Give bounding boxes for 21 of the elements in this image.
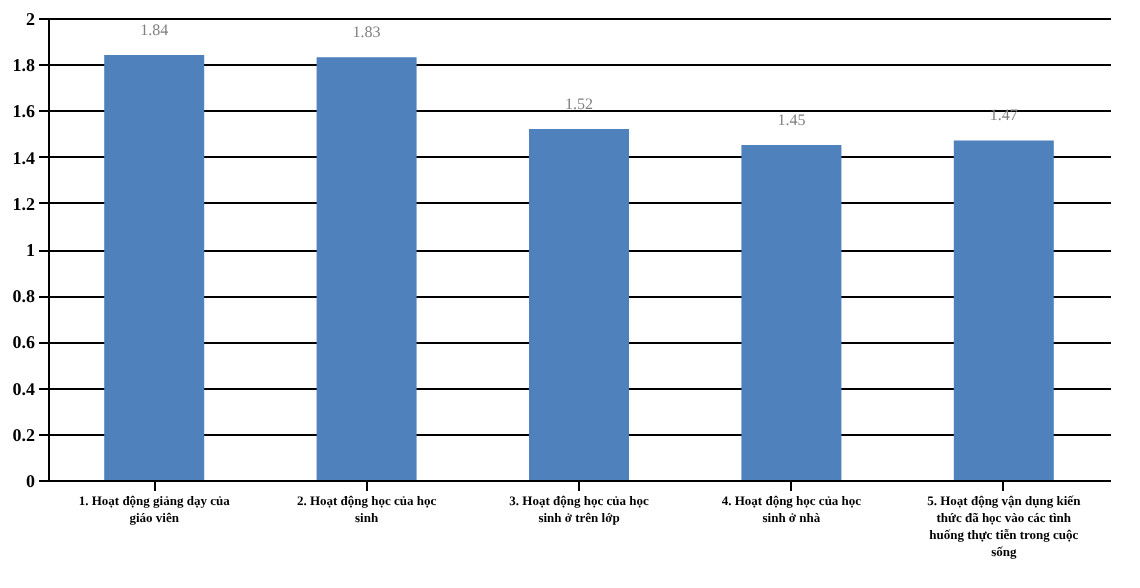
bar	[741, 145, 842, 480]
y-tick-label: 0.8	[12, 286, 36, 307]
y-tick-label: 0.4	[12, 378, 36, 399]
y-tick-label: 0.2	[12, 424, 36, 445]
y-tick-label: 0	[26, 471, 36, 491]
bar	[104, 54, 205, 480]
y-tick-label: 1.2	[12, 193, 36, 214]
data-label: 1.84	[140, 20, 169, 39]
bar	[953, 140, 1054, 480]
y-tick-label: 1.4	[12, 147, 36, 168]
y-tick-label: 1.8	[12, 55, 36, 76]
data-label: 1.83	[352, 23, 381, 42]
y-tick-label: 1.6	[12, 101, 36, 122]
y-tick-label: 1	[26, 240, 36, 260]
data-label: 1.52	[565, 94, 593, 113]
y-tick-label: 2	[26, 9, 36, 29]
bar	[316, 57, 417, 480]
data-label: 1.47	[989, 106, 1018, 125]
bar	[529, 128, 629, 480]
data-label: 1.45	[777, 111, 806, 130]
y-tick-label: 0.6	[12, 332, 36, 353]
